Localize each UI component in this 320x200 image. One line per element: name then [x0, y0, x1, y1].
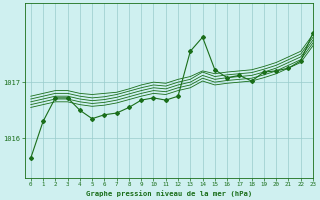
X-axis label: Graphe pression niveau de la mer (hPa): Graphe pression niveau de la mer (hPa) — [86, 190, 252, 197]
